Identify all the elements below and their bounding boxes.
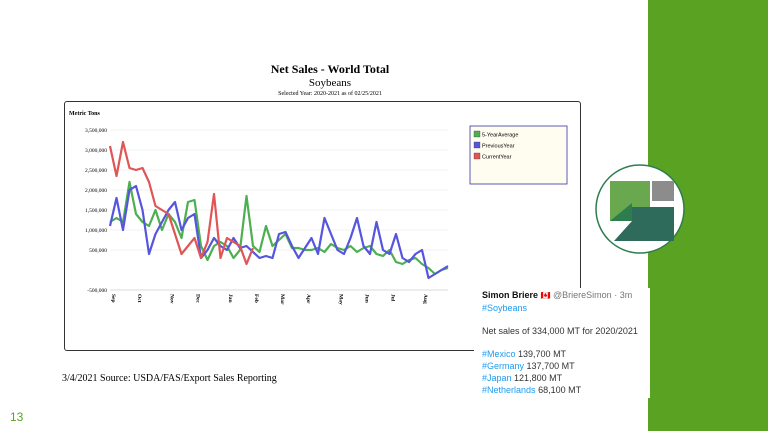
legend-entry: PreviousYear (482, 144, 515, 150)
legend-swatch (473, 130, 481, 138)
page-number: 13 (10, 410, 24, 424)
y-tick-label: 2,000,000 (85, 188, 107, 194)
company-logo-icon (595, 164, 685, 254)
tweet-country-tag[interactable]: #Germany (482, 361, 525, 371)
tweet-author-name[interactable]: Simon Briere (482, 290, 539, 300)
tweet-country-row: #Japan 121,800 MT (482, 373, 562, 383)
line-chart: Metric Tons -500,000 500,000 1,000,000 1,50… (69, 111, 568, 305)
x-tick-label: Mar (279, 294, 285, 305)
tweet-country-tag[interactable]: #Netherlands (482, 385, 536, 395)
chart-subtitle: Soybeans (308, 77, 352, 89)
x-tick-label: Jul (390, 294, 396, 302)
chart-note: Selected Year: 2020-2021 as of 02/25/202… (278, 91, 382, 97)
tweet-country-row: #Germany 137,700 MT (482, 361, 575, 371)
y-tick-label: 1,000,000 (85, 228, 107, 234)
series-line (109, 180, 449, 276)
source-note: 3/4/2021 Source: USDA/FAS/Export Sales R… (62, 373, 277, 384)
tweet-country-tag[interactable]: #Mexico (482, 349, 516, 359)
y-tick-label: 500,000 (89, 248, 107, 254)
tweet-hashtag[interactable]: #Soybeans (482, 303, 528, 313)
series-line (108, 140, 255, 266)
legend-box (469, 125, 568, 185)
tweet-country-value: 68,100 MT (538, 385, 582, 395)
x-tick-label: Sep (110, 294, 116, 303)
y-tick-label: -500,000 (87, 288, 107, 294)
x-tick-label: Jan (227, 294, 233, 303)
legend-entry: CurrentYear (482, 155, 512, 161)
tweet-country-row: #Netherlands 68,100 MT (482, 385, 581, 395)
tweet-time: · 3m (614, 290, 633, 300)
legend-swatch (473, 141, 481, 149)
x-tick-label: Apr (305, 294, 311, 304)
x-tick-label: Oct (136, 294, 142, 303)
tweet-country-value: 139,700 MT (518, 349, 567, 359)
chart-frame: Metric Tons -500,000 500,000 1,000,000 1,50… (64, 101, 581, 351)
legend-entry: 5-YearAverage (482, 133, 518, 139)
canada-flag-icon: 🇨🇦 (540, 291, 551, 300)
x-tick-label: Dec (195, 294, 201, 303)
y-tick-label: 3,000,000 (85, 148, 107, 154)
tweet-card: Simon Briere 🇨🇦 @BriereSimon · 3m #Soybe… (474, 288, 650, 398)
x-tick-label: Nov (169, 294, 175, 304)
y-tick-label: 2,500,000 (85, 168, 107, 174)
tweet-author-handle[interactable]: @BriereSimon (553, 290, 612, 300)
legend: 5-YearAverage PreviousYear CurrentYear (469, 125, 568, 185)
x-tick-label: May (338, 294, 344, 305)
tweet-country-value: 121,800 MT (514, 373, 563, 383)
x-tick-label: Jun (364, 294, 370, 303)
chart-title: Net Sales - World Total (270, 62, 390, 76)
legend-swatch (473, 152, 481, 160)
tweet-country-value: 137,700 MT (526, 361, 575, 371)
x-tick-label: Feb (253, 294, 259, 303)
series-line (108, 184, 449, 280)
tweet-country-tag[interactable]: #Japan (482, 373, 512, 383)
y-tick-label: 3,500,000 (85, 128, 107, 134)
y-axis-label: Metric Tons (69, 111, 100, 117)
x-tick-label: Aug (422, 294, 428, 304)
tweet-country-row: #Mexico 139,700 MT (482, 349, 566, 359)
y-tick-label: 1,500,000 (85, 208, 107, 214)
tweet-body: Net sales of 334,000 MT for 2020/2021 (482, 326, 638, 336)
